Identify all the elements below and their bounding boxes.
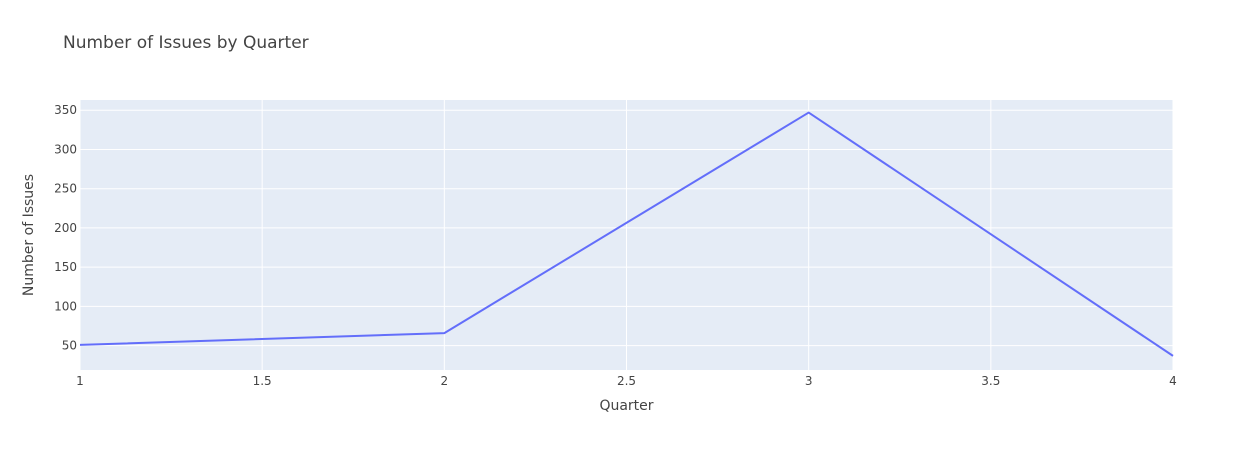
x-tick-label: 3 — [805, 374, 813, 388]
series-layer — [79, 111, 1174, 357]
x-tick-label: 3.5 — [981, 374, 1000, 388]
chart-title: Number of Issues by Quarter — [63, 33, 309, 53]
y-tick-label: 50 — [62, 339, 77, 353]
x-tick-label: 2.5 — [617, 374, 636, 388]
y-tick-label: 350 — [54, 103, 77, 117]
gridlines — [79, 100, 1174, 370]
x-axis-title: Quarter — [599, 398, 653, 414]
x-axis-ticks: 1 1.5 2 2.5 3 3.5 4 — [76, 374, 1177, 388]
series-line — [79, 111, 1174, 357]
x-tick-label: 4 — [1169, 374, 1177, 388]
x-tick-label: 1 — [76, 374, 84, 388]
y-tick-label: 300 — [54, 142, 77, 156]
y-axis-ticks: 50 100 150 200 250 300 350 — [54, 103, 77, 352]
y-tick-label: 100 — [54, 299, 77, 313]
y-tick-label: 250 — [54, 182, 77, 196]
y-axis-title: Number of Issues — [21, 174, 37, 296]
x-tick-label: 2 — [441, 374, 449, 388]
y-tick-label: 150 — [54, 260, 77, 274]
x-tick-label: 1.5 — [253, 374, 272, 388]
y-tick-label: 200 — [54, 221, 77, 235]
